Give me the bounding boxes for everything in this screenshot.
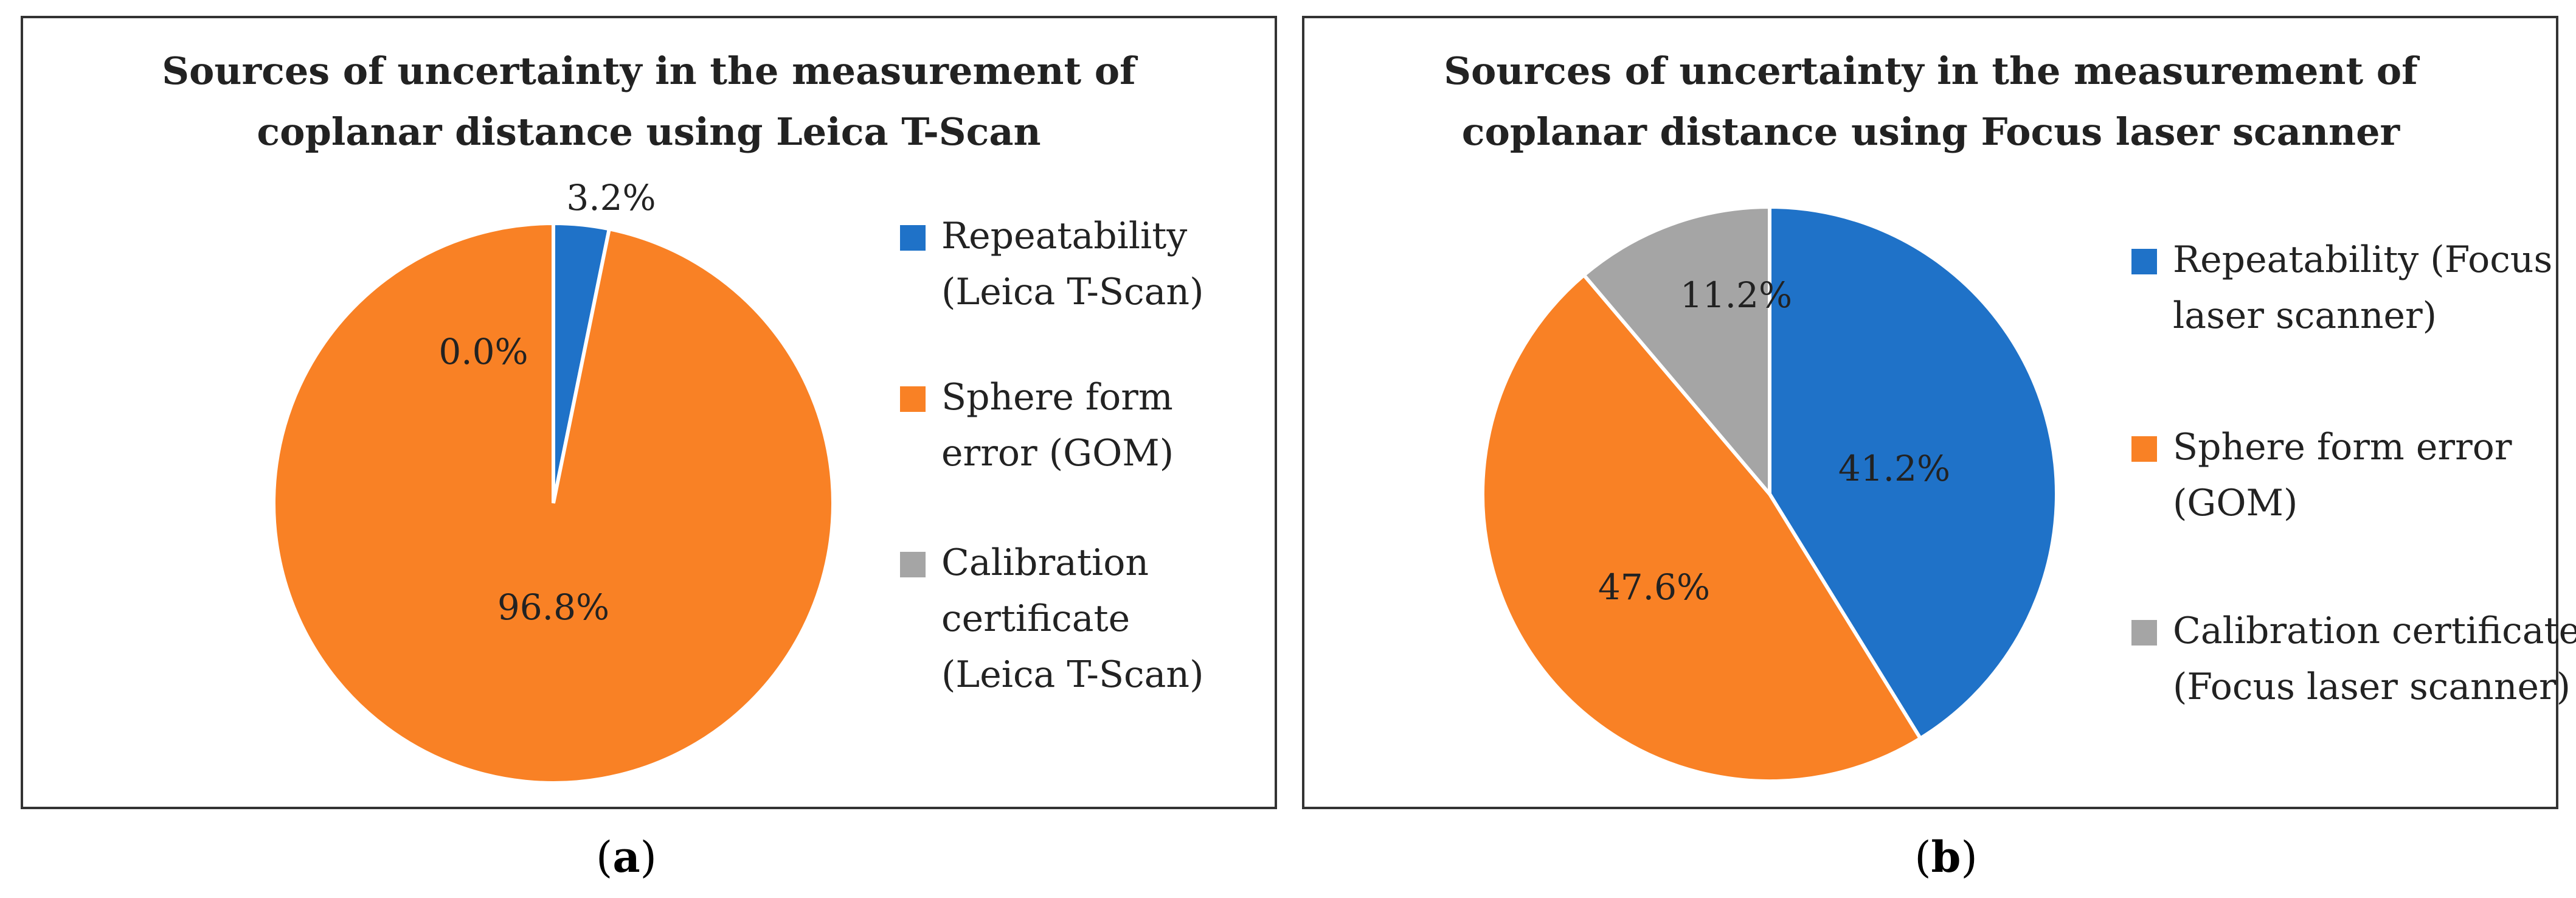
caption-a-close: ) <box>640 832 657 882</box>
legend-a: Repeatability (Leica T-Scan) Sphere form er… <box>900 215 1203 696</box>
caption-a-letter: a <box>612 832 640 882</box>
pie-slice-1-2 <box>1581 204 1771 499</box>
data-label-1-1: 47.6% <box>1598 566 1710 608</box>
pie-slice-1-0 <box>1768 204 2058 741</box>
caption-a: (a) <box>596 832 657 882</box>
data-label-0-2: 0.0% <box>438 331 528 372</box>
legend-swatch-1-1 <box>2131 436 2157 462</box>
legend-swatch-0-0 <box>900 225 926 251</box>
legend-label-0-0-1: (Leica T-Scan) <box>941 271 1203 313</box>
legend-label-0-0-0: Repeatability <box>941 215 1187 257</box>
caption-b: (b) <box>1914 832 1978 882</box>
legend-label-0-1-0: Sphere form <box>941 376 1173 419</box>
legend-label-1-0-1: laser scanner) <box>2173 294 2437 337</box>
data-label-1-2: 11.2% <box>1680 274 1792 316</box>
legend-label-1-2-1: (Focus laser scanner) <box>2173 666 2571 708</box>
legend-swatch-0-2 <box>900 552 926 577</box>
legend-swatch-1-0 <box>2131 249 2157 274</box>
chart-title-a-line-2: coplanar distance using Leica T-Scan <box>257 110 1040 154</box>
caption-a-open: ( <box>596 832 612 882</box>
legend-label-0-1-1: error (GOM) <box>941 432 1174 475</box>
data-label-0-1: 96.8% <box>497 586 609 628</box>
panel-b: Sources of uncertainty in the measuremen… <box>1302 16 2576 882</box>
chart-title-b-line-1: Sources of uncertainty in the measuremen… <box>1444 49 2420 93</box>
data-label-0-0: 3.2% <box>566 177 656 218</box>
legend-label-1-0-0: Repeatability (Focus <box>2173 238 2552 281</box>
chart-title-a-line-1: Sources of uncertainty in the measuremen… <box>162 49 1138 93</box>
legend-label-0-2-2: (Leica T-Scan) <box>941 653 1203 696</box>
pie-slice-1-1 <box>1481 272 1923 783</box>
legend-label-1-2-0: Calibration certificate <box>2173 610 2576 652</box>
legend-swatch-1-2 <box>2131 620 2157 646</box>
caption-b-letter: b <box>1931 832 1961 882</box>
caption-b-close: ) <box>1961 832 1977 882</box>
legend-label-1-1-0: Sphere form error <box>2173 426 2512 468</box>
panel-a: Sources of uncertainty in the measuremen… <box>21 16 1277 882</box>
legend-label-0-2-0: Calibration <box>941 541 1149 584</box>
legend-swatch-0-1 <box>900 386 926 412</box>
legend-b: Repeatability (Focus laser scanner) Sphere… <box>2131 238 2576 708</box>
pie-slice-0-1 <box>272 221 835 785</box>
legend-label-0-2-1: certificate <box>941 597 1130 640</box>
pie-a: 3.2% 96.8% 0.0% <box>272 177 835 785</box>
data-label-1-0: 41.2% <box>1838 448 1950 489</box>
caption-b-open: ( <box>1914 832 1931 882</box>
legend-label-1-1-1: (GOM) <box>2173 482 2297 524</box>
chart-title-b-line-2: coplanar distance using Focus laser scan… <box>1462 110 2401 154</box>
pie-b: 41.2% 47.6% 11.2% <box>1481 204 2058 783</box>
